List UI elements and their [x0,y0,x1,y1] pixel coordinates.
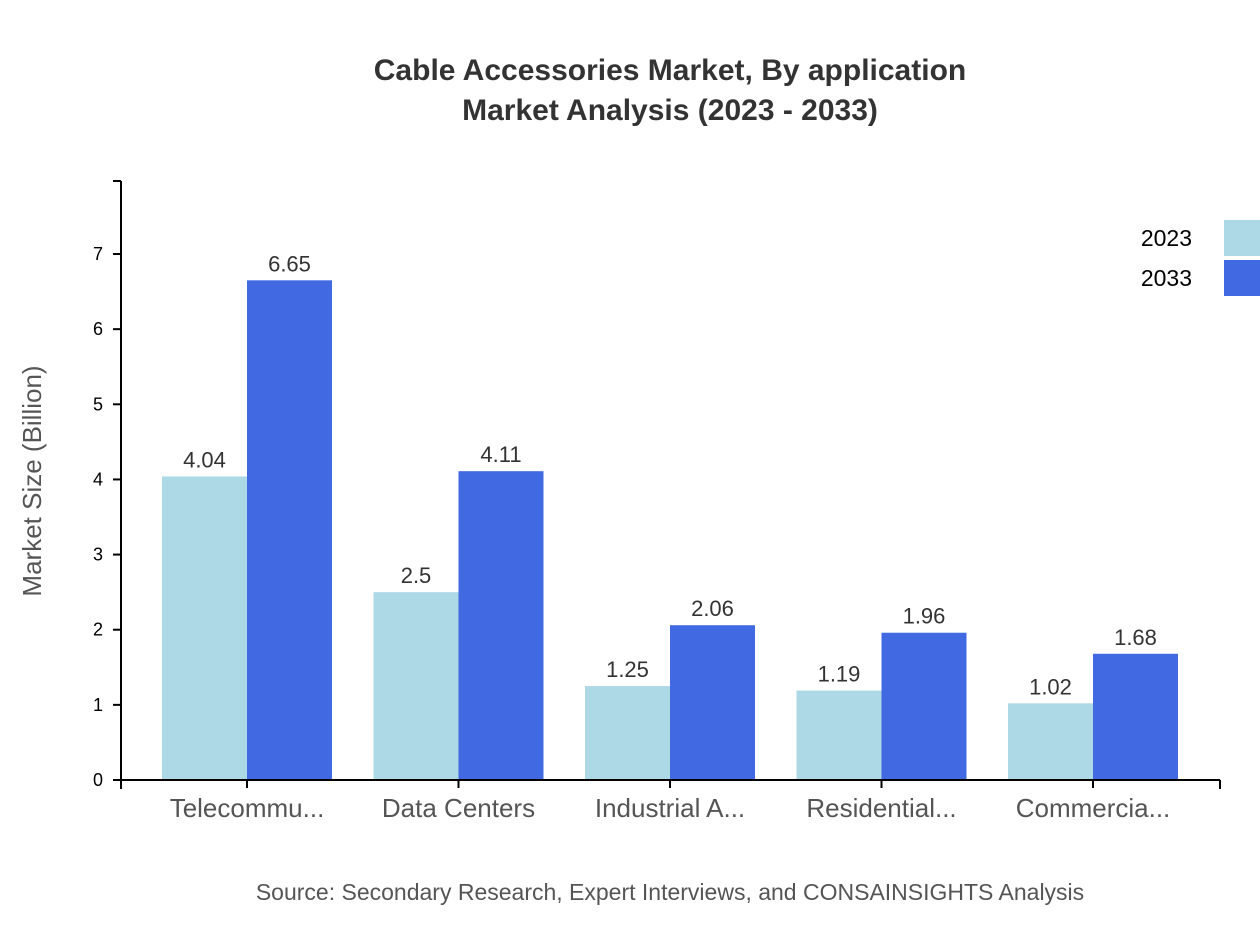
y-tick-label: 2 [93,620,103,640]
x-tick-label: Commercia... [1016,793,1171,823]
data-label: 1.19 [818,662,861,687]
x-tick-label: Telecommu... [170,793,325,823]
bar-2033 [881,632,967,780]
legend-swatch-2023 [1224,220,1260,256]
legend-swatch-2033 [1224,260,1260,296]
data-label: 1.68 [1114,625,1157,650]
legend-label: 2033 [1141,265,1192,291]
bar-2023 [796,690,882,780]
x-tick-label: Data Centers [382,793,535,823]
y-tick-label: 3 [93,545,103,565]
bar-2033 [1093,653,1178,780]
chart-title-line1: Cable Accessories Market, By application [374,54,966,87]
bar-2033 [458,471,544,780]
y-tick-label: 0 [93,770,103,790]
y-tick-label: 6 [93,319,103,339]
legend-label: 2023 [1141,225,1192,251]
bar-2023 [1008,703,1093,780]
data-label: 1.96 [903,604,946,629]
source-note: Source: Secondary Research, Expert Inter… [256,879,1084,905]
bar-2023 [373,592,459,780]
data-label: 2.5 [401,563,432,588]
y-axis-label: Market Size (Billion) [17,365,47,596]
data-label: 6.65 [268,251,311,276]
legend: 2023 2033 [1141,220,1260,296]
data-label: 1.25 [606,657,649,682]
bars-group: 4.04 6.65 2.5 4.11 1.25 2.06 1.19 1.96 1.02 1.68 [162,251,1178,780]
chart-title-line2: Market Analysis (2023 - 2033) [462,94,878,127]
y-tick-label: 4 [93,469,103,489]
data-label: 4.11 [480,442,521,467]
data-label: 4.04 [183,447,226,472]
bar-2033 [247,280,332,780]
data-label: 1.02 [1029,674,1072,699]
axes-group: Telecommu... Data Centers Industrial A... R… [93,180,1221,823]
x-tick-label: Industrial A... [595,793,745,823]
bar-2023 [162,476,247,780]
data-label: 2.06 [691,596,734,621]
y-tick-label: 1 [93,695,103,715]
x-tick-label: Residential... [806,793,956,823]
bar-2023 [585,686,670,780]
bar-2033 [670,625,755,780]
y-tick-label: 7 [93,244,103,264]
y-tick-label: 5 [93,394,103,414]
